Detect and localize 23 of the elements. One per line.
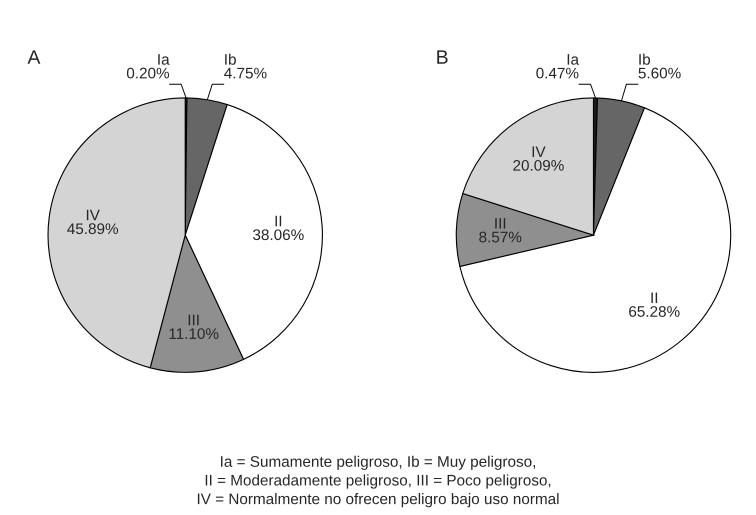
data-label: 20.09% bbox=[513, 160, 564, 171]
slice-label: IV bbox=[532, 146, 546, 157]
slice-label: II bbox=[651, 292, 658, 304]
slice-label: III bbox=[188, 314, 199, 326]
chart-title: B bbox=[437, 50, 448, 64]
slice-label: Ia bbox=[158, 54, 170, 65]
data-label: 8.57% bbox=[479, 232, 522, 242]
data-label: 45.89% bbox=[67, 223, 118, 234]
data-label: 38.06% bbox=[253, 229, 304, 240]
slice-label: III bbox=[495, 218, 506, 229]
slice-label: II bbox=[275, 216, 282, 226]
data-label: 0.20% bbox=[126, 68, 170, 78]
slice-label: Ib bbox=[639, 54, 650, 65]
data-label: 0.47% bbox=[536, 68, 578, 78]
data-label: 65.28% bbox=[629, 306, 680, 317]
data-label: 5.60% bbox=[638, 68, 681, 78]
slice-label: Ib bbox=[225, 54, 236, 65]
text: Ia = Sumamente peligroso, Ib = Muy peligroso, II = Moderadamente peligroso, III = Poco peligroso, IV = Normalmente no ofrecen peligro bajo uso normal bbox=[198, 456, 559, 508]
data-label: 11.10% bbox=[169, 328, 218, 340]
slice-label: IV bbox=[86, 210, 100, 220]
slice-label: Ia bbox=[568, 54, 580, 65]
chart-title: A bbox=[27, 50, 40, 64]
data-label: 4.75% bbox=[224, 68, 267, 78]
